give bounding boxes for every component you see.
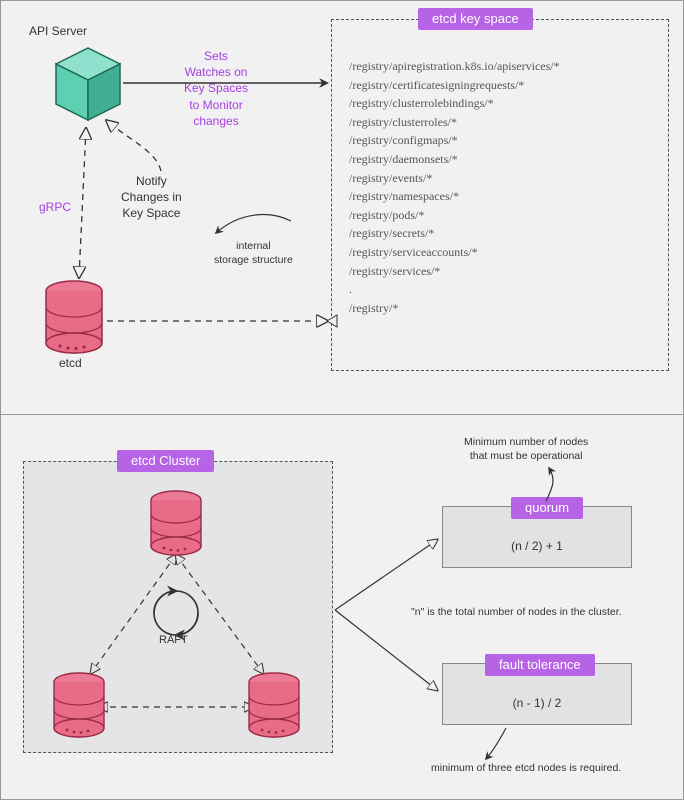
api-server-cube bbox=[56, 48, 120, 120]
raft-cycle bbox=[154, 591, 198, 635]
top-svg bbox=[1, 1, 684, 416]
top-panel: etcd key space /registry/apiregistration… bbox=[0, 0, 684, 415]
etcd-db-top bbox=[151, 491, 201, 555]
etcd-db-right bbox=[249, 673, 299, 737]
bottom-svg bbox=[1, 415, 684, 800]
etcd-db-left bbox=[54, 673, 104, 737]
bottom-panel: etcd Cluster RAFT (n / 2) + 1 quorum Min… bbox=[0, 415, 684, 800]
etcd-db bbox=[46, 281, 102, 353]
